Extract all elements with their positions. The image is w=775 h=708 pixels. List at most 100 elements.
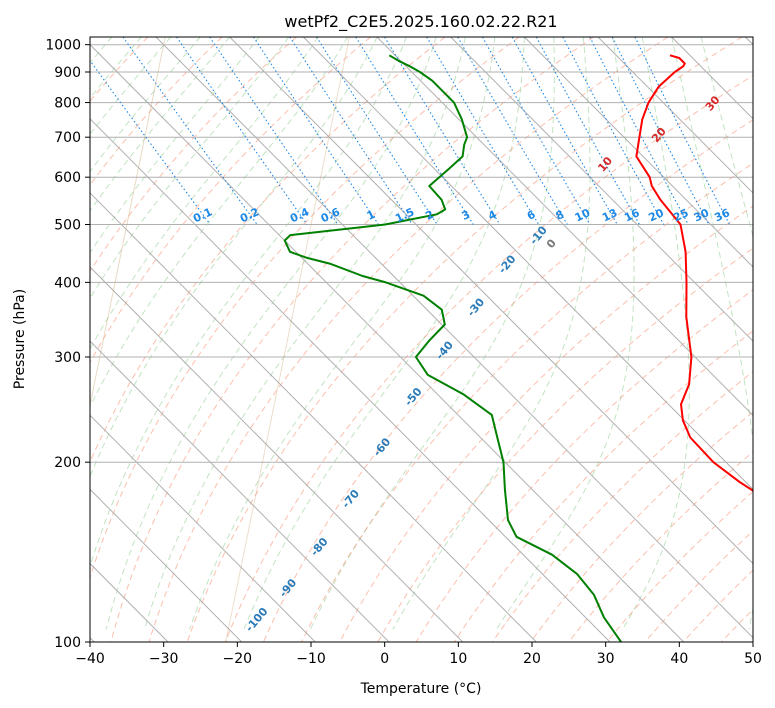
decorative-arc <box>225 37 350 642</box>
moist-adiabat-line <box>700 37 753 238</box>
y-tick-label: 200 <box>54 455 81 471</box>
x-tick-label: 50 <box>744 651 762 667</box>
mixing-ratio-label: 13 <box>600 206 619 224</box>
moist-adiabat-line <box>90 37 407 568</box>
dewpoint-profile-line <box>283 54 622 642</box>
chart-title: wetPf2_C2E5.2025.160.02.22.R21 <box>284 12 557 32</box>
mixing-ratio-line <box>634 37 731 225</box>
temperature-profile-line <box>635 54 753 492</box>
isotherm-line <box>90 118 611 642</box>
moist-adiabat-line <box>90 37 142 99</box>
mixing-ratio-label: 36 <box>712 206 732 224</box>
dry-adiabat-line <box>110 37 594 642</box>
isotherm-line <box>229 37 753 565</box>
isotherm-line <box>90 43 685 642</box>
y-tick-label: 300 <box>54 350 81 366</box>
dry-adiabat-line <box>148 37 669 642</box>
mixing-ratio-lines <box>90 37 731 225</box>
x-tick-label: 20 <box>523 651 541 667</box>
plot-frame <box>89 36 754 643</box>
dry-adiabat-line <box>186 37 743 642</box>
isotherm-line <box>303 37 753 491</box>
isotherm-line <box>450 37 753 342</box>
moist-adiabat-line <box>90 37 290 300</box>
moist-adiabat-line <box>105 37 437 630</box>
mixing-ratio-line <box>589 37 689 225</box>
dry-adiabat-line <box>491 371 753 642</box>
x-tick-label: −40 <box>75 651 105 667</box>
mixing-ratio-line <box>426 37 540 225</box>
moist-adiabat-line <box>90 37 349 408</box>
y-tick-label: 800 <box>54 96 81 112</box>
y-tick-label: 700 <box>54 130 81 146</box>
moist-adiabat-line <box>309 37 555 630</box>
dry-adiabat-line <box>224 74 753 642</box>
y-tick-label: 600 <box>54 170 81 186</box>
y-tick-label: 1000 <box>45 38 81 54</box>
dry-adiabat-line <box>606 490 753 642</box>
isotherm-line <box>376 37 753 417</box>
x-tick-label: 10 <box>449 651 467 667</box>
dry-adiabat-line <box>339 205 753 642</box>
isotherm-line <box>90 192 537 642</box>
moist-adiabat-line <box>496 37 635 630</box>
dry-adiabat-line <box>90 37 446 463</box>
y-tick-label: 400 <box>54 275 81 291</box>
dry-adiabat-line <box>90 37 297 273</box>
moist-adiabat-line <box>90 37 172 135</box>
dry-adiabat-line <box>90 37 520 580</box>
moist-adiabat-line <box>189 37 496 630</box>
isotherm-line <box>597 37 753 194</box>
moist-adiabat-line <box>90 37 319 350</box>
y-tick-label: 900 <box>54 65 81 81</box>
x-tick-label: 0 <box>380 651 389 667</box>
moist-adiabat-lines <box>90 37 753 630</box>
y-tick-label: 100 <box>54 635 81 651</box>
dry-adiabat-line <box>301 162 753 642</box>
isotherm-line <box>90 340 390 642</box>
moist-adiabat-line <box>90 37 201 173</box>
mixing-ratio-label: 20 <box>647 206 667 224</box>
x-tick-label: −10 <box>296 651 326 667</box>
mixing-ratio-line <box>611 37 710 225</box>
moist-adiabat-line <box>392 37 591 630</box>
mixing-ratio-label: 10 <box>573 206 593 224</box>
mixing-ratio-label: 25 <box>671 206 690 224</box>
mixing-ratio-label: 16 <box>622 206 642 224</box>
moist-adiabat-line <box>144 37 466 630</box>
y-axis-title: Pressure (hPa) <box>12 289 28 389</box>
mixing-ratio-line <box>562 37 665 225</box>
moist-adiabat-line <box>90 37 260 254</box>
x-tick-label: −20 <box>223 651 253 667</box>
moist-adiabat-line <box>243 37 525 630</box>
decorative-arc <box>90 37 166 408</box>
isotherm-lines <box>90 37 753 642</box>
mixing-ratio-line <box>457 37 568 225</box>
mixing-ratio-line <box>289 37 413 225</box>
x-tick-label: −30 <box>149 651 179 667</box>
mixing-ratio-label: 30 <box>692 206 712 224</box>
y-axis-ticks: 100 200 300 400 500 600 700 800 900 1000 <box>45 38 90 651</box>
isotherm-line <box>90 488 243 642</box>
dry-adiabat-line <box>644 530 753 642</box>
mixing-ratio-line <box>355 37 474 225</box>
mixing-ratio-line <box>316 37 438 225</box>
moist-adiabat-line <box>671 37 753 630</box>
mixing-ratio-line <box>209 37 339 225</box>
isotherm-line <box>90 266 464 642</box>
x-axis-ticks: −40 −30 −20 −10 0 10 20 30 40 50 <box>75 642 762 667</box>
sounding-series <box>283 54 753 642</box>
moist-adiabat-line <box>90 37 231 212</box>
mixing-ratio-line <box>384 37 501 225</box>
mixing-ratio-line <box>253 37 379 225</box>
x-tick-label: 40 <box>670 651 688 667</box>
x-tick-label: 30 <box>597 651 615 667</box>
isotherm-line <box>524 37 753 268</box>
isotherm-line <box>90 414 316 642</box>
dry-adiabat-line <box>453 330 753 642</box>
dry-adiabat-line <box>263 119 753 642</box>
mixing-ratio-labels: 0.1 0.2 0.4 0.6 1 1.5 2 3 4 6 8 10 13 16 20 25 30 36 <box>191 205 732 225</box>
